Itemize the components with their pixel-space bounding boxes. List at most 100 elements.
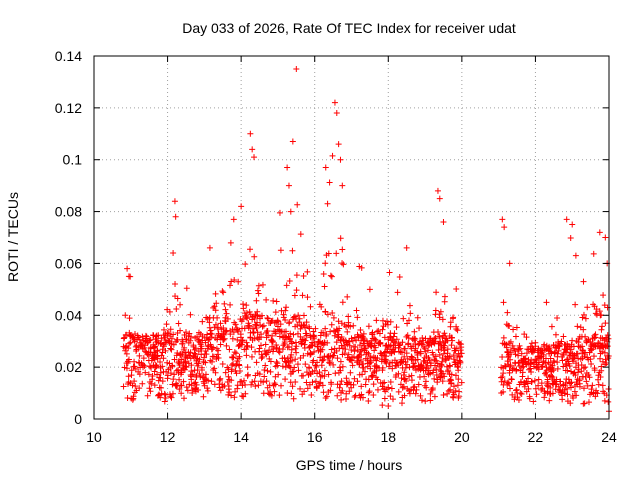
data-point <box>339 182 346 189</box>
data-point <box>222 328 229 335</box>
data-point <box>180 378 187 385</box>
data-point <box>236 353 243 360</box>
data-point <box>567 349 574 356</box>
data-point <box>317 373 324 380</box>
data-point <box>191 380 198 387</box>
data-point <box>361 368 368 375</box>
data-point <box>301 336 308 343</box>
data-point <box>178 369 185 376</box>
data-point <box>287 330 294 337</box>
data-point <box>199 318 206 325</box>
data-point <box>253 312 260 319</box>
data-point <box>300 352 307 359</box>
data-point <box>240 305 247 312</box>
data-point <box>213 300 220 307</box>
data-point <box>367 365 374 372</box>
data-point <box>238 203 245 210</box>
data-point <box>256 345 263 352</box>
data-point <box>448 380 455 387</box>
data-point <box>222 369 229 376</box>
data-point <box>374 386 381 393</box>
data-point <box>228 377 235 384</box>
data-point <box>521 381 528 388</box>
data-point <box>604 304 611 311</box>
data-point <box>167 370 174 377</box>
data-point <box>453 345 460 352</box>
data-point <box>248 381 255 388</box>
data-point <box>506 322 513 329</box>
data-point <box>276 209 283 216</box>
data-point <box>535 376 542 383</box>
data-point <box>197 374 204 381</box>
y-axis-label: ROTI / TECUs <box>5 192 21 282</box>
data-point <box>147 388 154 395</box>
data-point <box>290 368 297 375</box>
data-point <box>404 332 411 339</box>
data-point <box>162 391 169 398</box>
data-point <box>161 398 168 405</box>
data-point <box>238 341 245 348</box>
data-point <box>261 366 268 373</box>
data-point <box>237 331 244 338</box>
x-tick-labels: 10 12 14 16 18 20 22 24 <box>86 429 617 445</box>
data-point <box>285 182 292 189</box>
data-point <box>417 350 424 357</box>
data-point <box>222 306 229 313</box>
data-point <box>167 345 174 352</box>
data-point <box>126 340 133 347</box>
data-point <box>177 327 184 334</box>
data-point <box>273 344 280 351</box>
data-point <box>286 319 293 326</box>
data-point <box>598 363 605 370</box>
data-point <box>225 373 232 380</box>
data-point <box>230 354 237 361</box>
data-point <box>351 375 358 382</box>
data-point <box>580 311 587 318</box>
data-point <box>356 342 363 349</box>
data-point <box>280 342 287 349</box>
data-point <box>329 152 336 159</box>
data-point <box>593 387 600 394</box>
data-point <box>337 235 344 242</box>
data-point <box>359 394 366 401</box>
data-point <box>336 325 343 332</box>
data-point <box>512 333 519 340</box>
data-point <box>372 337 379 344</box>
data-point <box>567 235 574 242</box>
data-point <box>254 329 261 336</box>
data-point <box>127 339 134 346</box>
y-tick-labels: 0 0.02 0.04 0.06 0.08 0.1 0.12 0.14 <box>55 48 82 427</box>
data-point <box>166 308 173 315</box>
data-point <box>126 315 133 322</box>
data-point <box>317 379 324 386</box>
data-point <box>239 393 246 400</box>
data-point <box>549 374 556 381</box>
data-point <box>273 298 280 305</box>
data-point <box>390 396 397 403</box>
data-point <box>287 208 294 215</box>
data-point <box>254 287 261 294</box>
data-point <box>360 330 367 337</box>
data-point <box>384 321 391 328</box>
data-point <box>187 337 194 344</box>
data-point <box>578 368 585 375</box>
data-point <box>207 327 214 334</box>
data-point <box>136 371 143 378</box>
data-point <box>564 367 571 374</box>
data-point <box>302 361 309 368</box>
data-point <box>532 385 539 392</box>
data-point <box>351 348 358 355</box>
data-point <box>208 378 215 385</box>
data-point <box>453 286 460 293</box>
data-point <box>277 247 284 254</box>
data-point <box>572 372 579 379</box>
data-point <box>192 379 199 386</box>
data-point <box>151 356 158 363</box>
x-tick-label: 16 <box>307 429 323 445</box>
data-point <box>358 264 365 271</box>
data-point <box>232 321 239 328</box>
data-point <box>574 323 581 330</box>
data-point <box>572 252 579 259</box>
data-point <box>240 316 247 323</box>
data-point <box>288 351 295 358</box>
